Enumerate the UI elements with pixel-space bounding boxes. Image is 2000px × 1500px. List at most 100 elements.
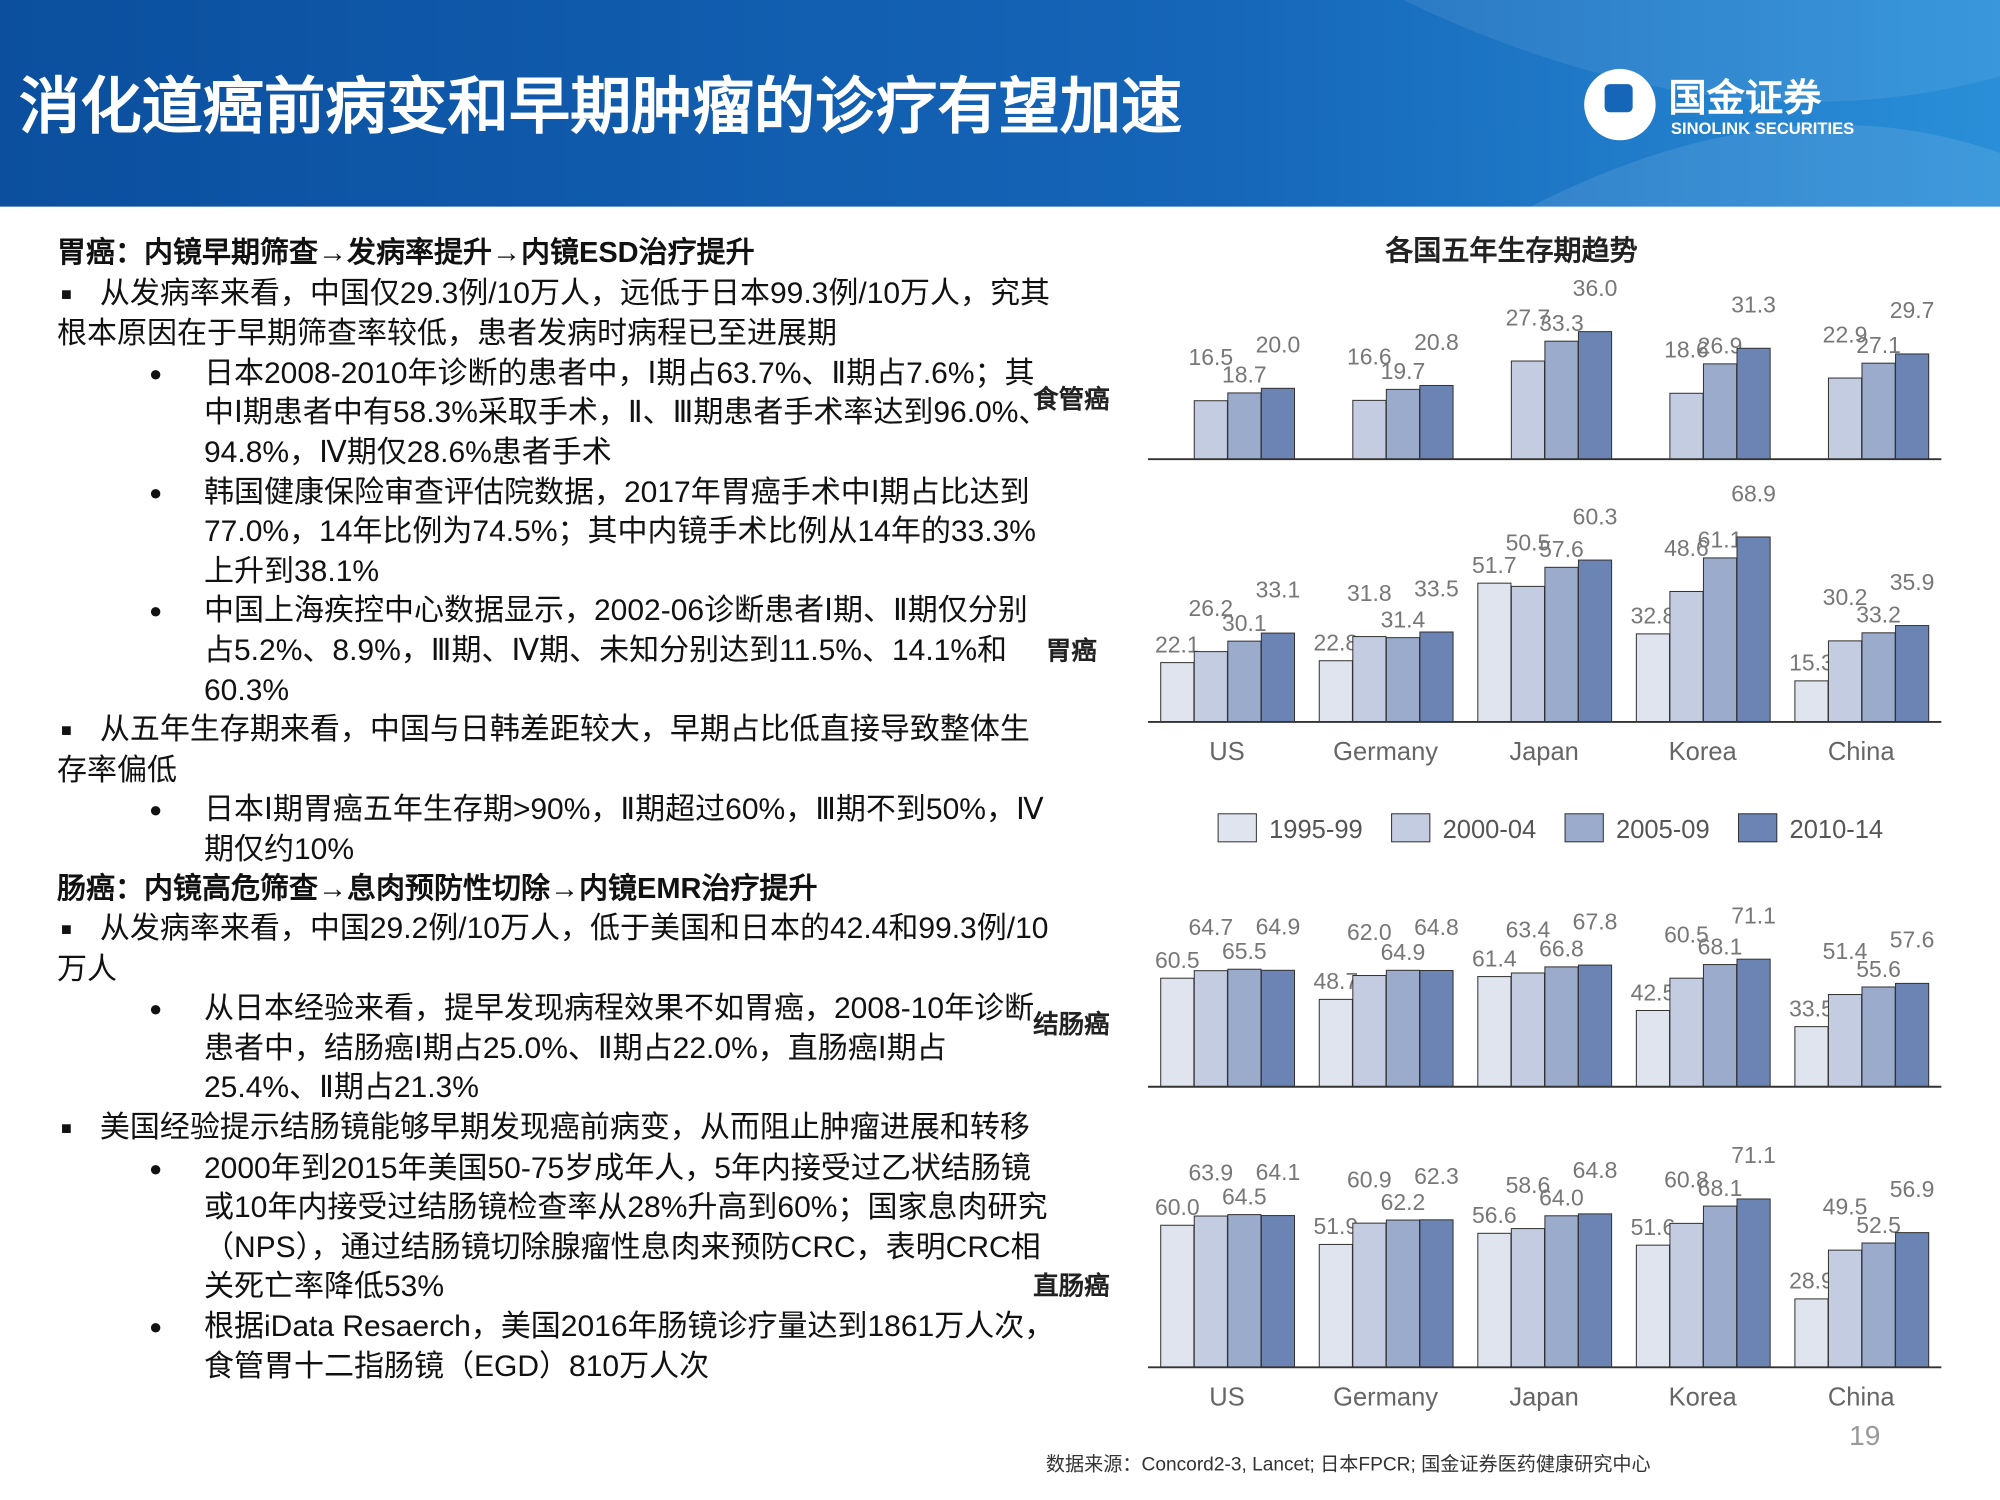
value-label: 27.7 (1506, 304, 1551, 330)
value-label: 64.1 (1256, 1159, 1301, 1185)
value-label: 56.6 (1472, 1202, 1517, 1228)
value-label: 29.7 (1890, 297, 1935, 323)
value-label: 64.0 (1539, 1185, 1584, 1211)
bar (1635, 1244, 1671, 1368)
bar (1193, 651, 1228, 723)
category-label: Japan (1509, 1384, 1578, 1412)
header-band (0, 0, 2000, 207)
header-swoosh (1530, 124, 2000, 207)
bar (1419, 1219, 1454, 1368)
bar (1669, 590, 1704, 723)
bar (1385, 388, 1421, 460)
value-label: 65.5 (1222, 938, 1267, 964)
bar (1510, 1228, 1546, 1368)
value-label: 28.9 (1789, 1268, 1834, 1294)
bar (1669, 1222, 1704, 1368)
legend-swatch (1391, 813, 1431, 843)
bar (1736, 347, 1771, 460)
bar (1702, 1205, 1738, 1368)
value-label: 50.5 (1506, 530, 1551, 556)
bar (1895, 353, 1930, 460)
bar (1510, 360, 1546, 460)
value-label: 30.2 (1823, 584, 1868, 610)
legend-label: 2010-14 (1790, 816, 1884, 844)
bar (1669, 392, 1704, 460)
chart-panel-title: 各国五年生存期趋势 (1384, 234, 1637, 266)
value-label: 71.1 (1731, 1142, 1776, 1168)
value-label: 22.8 (1314, 630, 1359, 656)
bar (1318, 1243, 1353, 1368)
bar (1827, 994, 1863, 1088)
bar (1160, 1224, 1195, 1368)
value-label: 31.4 (1381, 606, 1426, 632)
value-label: 55.6 (1856, 956, 1901, 982)
value-label: 64.7 (1189, 914, 1234, 940)
value-label: 64.9 (1381, 939, 1426, 965)
category-label: China (1828, 738, 1895, 766)
bar (1160, 977, 1195, 1088)
bar (1736, 958, 1771, 1088)
bar (1318, 660, 1353, 723)
bar (1861, 632, 1896, 723)
bar (1794, 680, 1829, 723)
value-label: 57.6 (1890, 927, 1935, 953)
value-label: 15.3 (1789, 650, 1834, 676)
value-label: 51.9 (1314, 1213, 1359, 1239)
bar (1794, 1026, 1829, 1088)
value-label: 60.0 (1155, 1194, 1200, 1220)
legend-swatch (1564, 813, 1604, 843)
bar (1352, 636, 1387, 723)
bar (1544, 966, 1579, 1088)
paragraph-bullet: 韩国健康保险审查评估院数据，2017年胃癌手术中Ⅰ期占比达到77.0%，14年比… (57, 473, 1057, 592)
value-label: 62.2 (1381, 1189, 1426, 1215)
bar (1260, 1215, 1296, 1368)
value-label: 26.2 (1189, 595, 1234, 621)
bar (1260, 632, 1296, 723)
bar (1419, 384, 1454, 460)
value-label: 63.9 (1189, 1159, 1234, 1185)
bar (1352, 1222, 1387, 1368)
value-label: 33.1 (1256, 576, 1301, 602)
paragraph-square: 美国经验提示结肠镜能够早期发现癌前病变，从而阻止肿瘤进展和转移 (57, 1108, 1057, 1149)
value-label: 51.7 (1472, 552, 1517, 578)
bar (1794, 1298, 1829, 1368)
value-label: 42.5 (1631, 979, 1676, 1005)
value-label: 33.3 (1539, 310, 1584, 336)
category-label: US (1209, 738, 1244, 766)
bar (1227, 968, 1262, 1088)
bar (1510, 972, 1546, 1088)
value-label: 19.7 (1381, 358, 1426, 384)
value-label: 60.9 (1347, 1166, 1392, 1192)
value-label: 68.1 (1698, 933, 1743, 959)
bar (1385, 969, 1421, 1088)
value-label: 64.8 (1414, 914, 1459, 940)
bar (1477, 582, 1512, 723)
value-label: 33.5 (1414, 575, 1459, 601)
bar (1827, 1249, 1863, 1368)
paragraph-heading: 肠癌：内镜高危筛查→息肉预防性切除→内镜EMR治疗提升 (57, 872, 818, 905)
bar (1861, 1242, 1896, 1368)
bar (1385, 637, 1421, 723)
bar (1669, 977, 1704, 1088)
value-label: 62.0 (1347, 919, 1392, 945)
bar (1544, 566, 1579, 723)
category-label: China (1828, 1384, 1895, 1412)
category-label: Korea (1669, 738, 1738, 766)
value-label: 49.5 (1823, 1193, 1868, 1219)
bar (1861, 986, 1896, 1088)
value-label: 35.9 (1890, 569, 1935, 595)
value-label: 16.5 (1189, 344, 1234, 370)
value-label: 22.1 (1155, 631, 1200, 657)
bar (1702, 557, 1738, 723)
value-label: 36.0 (1573, 275, 1618, 301)
slide-title: 消化道癌前病变和早期肿瘤的诊疗有望加速 (19, 73, 1182, 141)
category-label: Japan (1509, 738, 1578, 766)
paragraph-square: 从五年生存期来看，中国与日韩差距较大，早期占比低直接导致整体生存率偏低 (57, 710, 1057, 790)
value-label: 63.4 (1506, 916, 1551, 942)
bar (1193, 400, 1228, 460)
paragraph-bullet: 2000年到2015年美国50-75岁成年人，5年内接受过乙状结肠镜或10年内接… (57, 1149, 1057, 1307)
bar (1702, 363, 1738, 460)
legend-label: 1995-99 (1269, 816, 1363, 844)
